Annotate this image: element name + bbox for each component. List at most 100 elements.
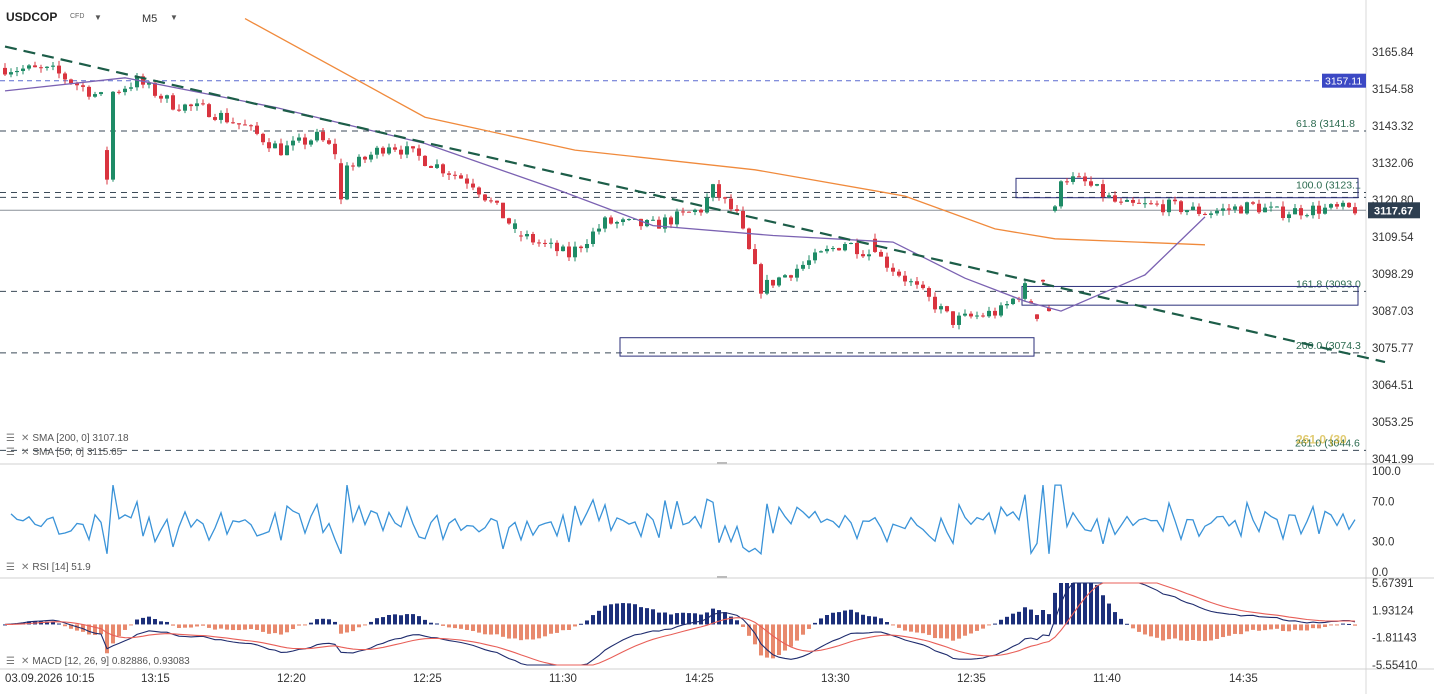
candle-body[interactable] xyxy=(405,146,409,155)
candle-body[interactable] xyxy=(117,91,121,93)
candle-body[interactable] xyxy=(459,175,463,179)
candle-body[interactable] xyxy=(1299,208,1303,216)
candle-body[interactable] xyxy=(1227,208,1231,210)
candle-body[interactable] xyxy=(93,94,97,97)
candle-body[interactable] xyxy=(1209,213,1213,215)
candle-body[interactable] xyxy=(1341,202,1345,207)
candle-body[interactable] xyxy=(1323,207,1327,214)
candle-body[interactable] xyxy=(63,73,67,80)
candle-body[interactable] xyxy=(87,86,91,97)
candle-body[interactable] xyxy=(369,154,373,160)
candle-body[interactable] xyxy=(51,65,55,67)
candle-body[interactable] xyxy=(579,246,583,249)
candle-body[interactable] xyxy=(1245,202,1249,214)
candle-body[interactable] xyxy=(135,76,139,88)
candle-body[interactable] xyxy=(873,238,877,252)
candle-body[interactable] xyxy=(897,271,901,276)
candle-body[interactable] xyxy=(663,217,667,229)
close-x-icon[interactable]: ✕ xyxy=(20,433,30,444)
candle-body[interactable] xyxy=(1047,307,1051,312)
candle-body[interactable] xyxy=(309,140,313,145)
candle-body[interactable] xyxy=(693,209,697,213)
candle-body[interactable] xyxy=(1317,205,1321,214)
candle-body[interactable] xyxy=(987,310,991,317)
candle-body[interactable] xyxy=(531,234,535,243)
candle-body[interactable] xyxy=(447,173,451,175)
macd-pane-resize-handle[interactable] xyxy=(717,576,727,578)
candle-body[interactable] xyxy=(1083,176,1087,182)
candle-body[interactable] xyxy=(1113,195,1117,202)
candle-body[interactable] xyxy=(597,228,601,232)
zone-rectangle[interactable] xyxy=(1021,285,1359,306)
candle-body[interactable] xyxy=(1107,195,1111,197)
candle-body[interactable] xyxy=(609,217,613,224)
candle-body[interactable] xyxy=(885,256,889,268)
candle-body[interactable] xyxy=(543,242,547,244)
rsi-line[interactable] xyxy=(10,484,1356,556)
candle-body[interactable] xyxy=(837,248,841,251)
candle-body[interactable] xyxy=(855,242,859,255)
candle-body[interactable] xyxy=(153,82,157,96)
candle-body[interactable] xyxy=(327,140,331,144)
candle-body[interactable] xyxy=(1125,199,1129,202)
candle-body[interactable] xyxy=(105,150,109,180)
candle-body[interactable] xyxy=(1161,204,1165,213)
candle-body[interactable] xyxy=(939,306,943,310)
candle-body[interactable] xyxy=(711,184,715,198)
candle-body[interactable] xyxy=(861,254,865,257)
candle-body[interactable] xyxy=(927,288,931,297)
candle-body[interactable] xyxy=(1011,298,1015,305)
candle-body[interactable] xyxy=(1281,206,1285,219)
candle-body[interactable] xyxy=(561,246,565,252)
candle-body[interactable] xyxy=(945,306,949,312)
candle-body[interactable] xyxy=(537,242,541,244)
symbol-dropdown-caret-down-icon[interactable]: ▼ xyxy=(94,13,102,22)
candle-body[interactable] xyxy=(195,103,199,107)
candle-body[interactable] xyxy=(603,217,607,229)
candle-body[interactable] xyxy=(333,143,337,155)
candle-body[interactable] xyxy=(1263,207,1267,213)
candle-body[interactable] xyxy=(747,228,751,250)
candle-body[interactable] xyxy=(1095,184,1099,186)
candle-body[interactable] xyxy=(375,147,379,155)
candle-body[interactable] xyxy=(297,137,301,141)
candle-body[interactable] xyxy=(1173,199,1177,202)
candle-body[interactable] xyxy=(765,279,769,294)
candle-body[interactable] xyxy=(243,124,247,126)
candle-body[interactable] xyxy=(1119,201,1123,203)
candle-body[interactable] xyxy=(999,305,1003,316)
candle-body[interactable] xyxy=(675,211,679,225)
candle-body[interactable] xyxy=(903,275,907,282)
candle-body[interactable] xyxy=(435,164,439,168)
candle-body[interactable] xyxy=(147,82,151,85)
candle-body[interactable] xyxy=(1329,204,1333,208)
candle-body[interactable] xyxy=(477,187,481,195)
candle-body[interactable] xyxy=(735,209,739,211)
candle-body[interactable] xyxy=(1185,210,1189,213)
candle-body[interactable] xyxy=(363,156,367,160)
candle-body[interactable] xyxy=(381,147,385,154)
candle-body[interactable] xyxy=(357,156,361,167)
candle-body[interactable] xyxy=(399,149,403,155)
candle-body[interactable] xyxy=(549,242,553,244)
candle-body[interactable] xyxy=(171,95,175,110)
candle-body[interactable] xyxy=(351,165,355,167)
candle-body[interactable] xyxy=(687,211,691,213)
candle-body[interactable] xyxy=(843,243,847,251)
candle-body[interactable] xyxy=(813,252,817,261)
close-x-icon[interactable]: ✕ xyxy=(20,447,30,458)
candle-body[interactable] xyxy=(99,92,103,95)
candle-body[interactable] xyxy=(909,281,913,283)
candle-body[interactable] xyxy=(681,211,685,213)
trendline[interactable] xyxy=(4,45,1386,364)
candle-body[interactable] xyxy=(1287,214,1291,219)
close-x-icon[interactable]: ✕ xyxy=(20,656,30,667)
candle-body[interactable] xyxy=(69,79,73,84)
candle-body[interactable] xyxy=(963,313,967,316)
candle-body[interactable] xyxy=(129,87,133,89)
candle-body[interactable] xyxy=(669,217,673,225)
candle-body[interactable] xyxy=(411,146,415,149)
candle-body[interactable] xyxy=(33,65,37,68)
settings-lines-icon[interactable]: ☰ xyxy=(6,562,16,573)
candle-body[interactable] xyxy=(1041,279,1045,282)
